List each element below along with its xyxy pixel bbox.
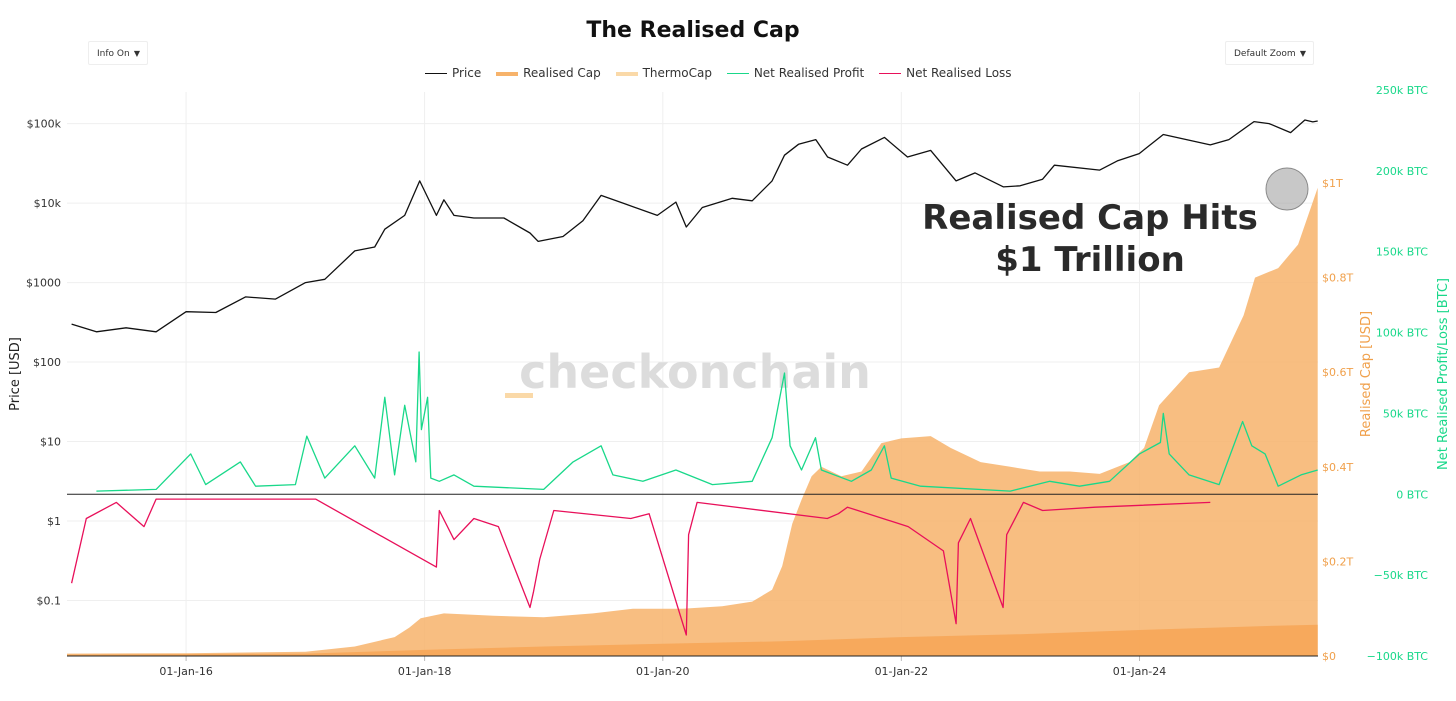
price-tick-label: $10 xyxy=(40,436,61,449)
net-realised-tick-label: 0 BTC xyxy=(1396,488,1428,501)
x-tick-label: 01-Jan-16 xyxy=(159,665,213,678)
net-realised-tick-label: 150k BTC xyxy=(1376,246,1428,259)
area-layer xyxy=(67,187,1318,656)
net-realised-tick-label: −100k BTC xyxy=(1367,650,1429,663)
legend-label-net-realised-profit: Net Realised Profit xyxy=(753,66,865,80)
legend-label-net-realised-loss: Net Realised Loss xyxy=(906,66,1012,80)
line-price xyxy=(71,119,1318,333)
realised-cap-tick-label: $0.2T xyxy=(1322,555,1353,568)
legend-swatch-thermocap xyxy=(615,71,638,76)
net-realised-tick-label: 50k BTC xyxy=(1383,407,1428,420)
watermark-accent xyxy=(505,393,533,398)
legend-item-net-realised-profit[interactable]: Net Realised Profit xyxy=(726,66,865,80)
legend-label-thermocap: ThermoCap xyxy=(642,66,712,80)
net-realised-axis-title: Net Realised Profit/Loss [BTC] xyxy=(1436,278,1451,470)
realised-cap-tick-label: $0.4T xyxy=(1322,461,1353,474)
legend-swatch-net-realised-loss xyxy=(879,73,902,74)
net-realised-tick-label: 250k BTC xyxy=(1376,84,1428,97)
area-thermocap xyxy=(67,624,1318,656)
axis-layer: 01-Jan-16 01-Jan-18 01-Jan-20 01-Jan-22 01-J… xyxy=(8,84,1451,678)
price-tick-label: $1 xyxy=(47,515,61,528)
line-net-realised-profit xyxy=(96,351,1318,492)
net-realised-tick-label: −50k BTC xyxy=(1374,569,1429,582)
x-tick-label: 01-Jan-22 xyxy=(875,665,929,678)
info-toggle-select[interactable]: Info On ▼ xyxy=(88,41,148,65)
zoom-select-label: Default Zoom xyxy=(1234,49,1296,59)
net-realised-tick-label: 100k BTC xyxy=(1376,327,1428,340)
chevron-down-icon: ▼ xyxy=(133,49,140,58)
x-tick-label: 01-Jan-24 xyxy=(1113,665,1167,678)
legend-item-price[interactable]: Price xyxy=(425,66,481,80)
info-toggle-label: Info On xyxy=(97,49,130,59)
price-tick-label: $100k xyxy=(27,118,62,131)
legend-label-realised-cap: Realised Cap xyxy=(523,66,601,80)
realised-cap-tick-label: $0.8T xyxy=(1322,272,1353,285)
zoom-select[interactable]: Default Zoom ▼ xyxy=(1225,41,1314,65)
realised-cap-axis-title: Realised Cap [USD] xyxy=(1359,311,1374,437)
price-tick-label: $10k xyxy=(34,197,62,210)
price-tick-label: $100 xyxy=(33,356,61,369)
annotation-line-2: $1 Trillion xyxy=(995,240,1185,280)
legend-swatch-realised-cap xyxy=(496,71,519,76)
price-tick-label: $0.1 xyxy=(37,594,62,607)
chevron-down-icon: ▼ xyxy=(1299,49,1306,58)
realised-cap-tick-label: $0.6T xyxy=(1322,366,1353,379)
x-tick-label: 01-Jan-20 xyxy=(636,665,690,678)
realised-cap-tick-label: $0 xyxy=(1322,650,1336,663)
legend-label-price: Price xyxy=(452,66,482,80)
legend-swatch-net-realised-profit xyxy=(726,73,749,74)
price-axis-title: Price [USD] xyxy=(8,337,23,411)
price-tick-label: $1000 xyxy=(26,277,61,290)
x-tick-label: 01-Jan-18 xyxy=(398,665,452,678)
legend-swatch-price xyxy=(425,73,447,74)
highlight-marker xyxy=(1265,167,1309,211)
area-realised-cap xyxy=(67,187,1318,656)
realised-cap-tick-label: $1T xyxy=(1322,177,1343,190)
net-realised-tick-label: 200k BTC xyxy=(1376,165,1428,178)
line-layer xyxy=(70,119,1318,636)
legend-item-realised-cap[interactable]: Realised Cap xyxy=(496,66,601,80)
annotation-line-1: Realised Cap Hits xyxy=(922,198,1258,238)
line-net-realised-loss xyxy=(70,498,1211,636)
chart-title: The Realised Cap xyxy=(586,18,800,43)
chart-legend: Price Realised Cap ThermoCap Net Realise… xyxy=(425,66,1023,80)
legend-item-thermocap[interactable]: ThermoCap xyxy=(615,66,712,80)
watermark-text: checkonchain xyxy=(519,345,871,399)
legend-item-net-realised-loss[interactable]: Net Realised Loss xyxy=(879,66,1012,80)
